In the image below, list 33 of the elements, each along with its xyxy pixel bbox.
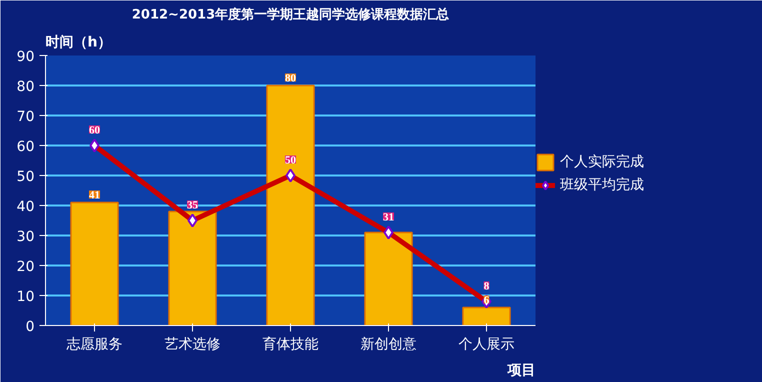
- bar: [266, 84, 315, 326]
- x-tick-label: 育体技能: [262, 336, 318, 352]
- data-label: 50: [285, 154, 296, 166]
- x-axis-title: 项目: [506, 362, 536, 378]
- data-label: 35: [187, 200, 198, 212]
- data-label: 8: [484, 280, 490, 292]
- bar: [168, 210, 217, 326]
- y-tick-label: 10: [16, 289, 35, 305]
- data-label: 80: [285, 72, 296, 84]
- bar: [462, 306, 511, 326]
- y-tick-label: 80: [16, 79, 35, 95]
- data-label: 41: [89, 190, 100, 202]
- y-tick-label: 60: [16, 139, 35, 155]
- y-tick-label: 0: [26, 319, 35, 335]
- y-tick-label: 30: [16, 229, 35, 245]
- y-tick-label: 50: [16, 169, 35, 185]
- bar: [70, 202, 119, 326]
- bar: [364, 232, 413, 326]
- data-label: 31: [383, 212, 394, 224]
- legend-label: 班级平均完成: [560, 176, 644, 194]
- data-label: 6: [484, 294, 490, 306]
- y-tick-label: 70: [16, 109, 35, 125]
- x-tick-label: 新创创意: [360, 336, 416, 352]
- x-tick-label: 个人展示: [458, 336, 514, 352]
- x-tick-label: 艺术选修: [164, 336, 220, 352]
- y-tick-label: 20: [16, 259, 35, 275]
- y-tick-label: 40: [16, 199, 35, 215]
- data-label: 60: [89, 124, 100, 136]
- y-axis-title: 时间（h）: [46, 34, 112, 50]
- chart-title: 2012~2013年度第一学期王越同学选修课程数据汇总: [132, 6, 450, 22]
- x-tick-label: 志愿服务: [66, 336, 122, 352]
- legend-label: 个人实际完成: [560, 153, 644, 171]
- y-tick-label: 90: [16, 49, 35, 65]
